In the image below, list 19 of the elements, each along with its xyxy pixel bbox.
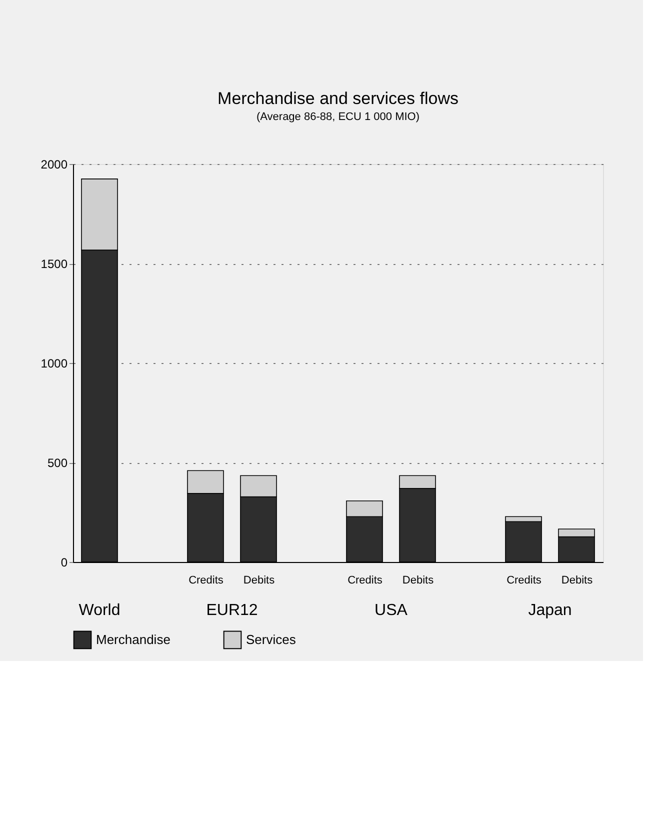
x-tick-label: Debits xyxy=(561,574,594,586)
chart-title: Merchandise and services flows xyxy=(218,89,458,108)
y-tick-label: 0 xyxy=(60,556,68,570)
y-tick-label: 1500 xyxy=(40,257,68,271)
chart-subtitle: (Average 86-88, ECU 1 000 MIO) xyxy=(256,111,420,123)
x-tick-label: Debits xyxy=(243,574,276,586)
text: World xyxy=(78,602,120,619)
y-tick-label: 2000 xyxy=(40,158,68,172)
text: Japan xyxy=(528,602,572,619)
legend-label: Merchandise xyxy=(96,632,170,647)
x-tick-label: Credits xyxy=(188,574,224,586)
text: USA xyxy=(374,602,408,619)
x-tick-label: Credits xyxy=(506,574,542,586)
text: EUR12 xyxy=(206,602,258,619)
y-tick-label: 1000 xyxy=(40,356,68,370)
y-tick-label: 500 xyxy=(47,456,68,470)
x-tick-label: Debits xyxy=(402,574,434,586)
x-tick-label: Credits xyxy=(348,574,383,586)
legend-label: Services xyxy=(246,632,296,647)
